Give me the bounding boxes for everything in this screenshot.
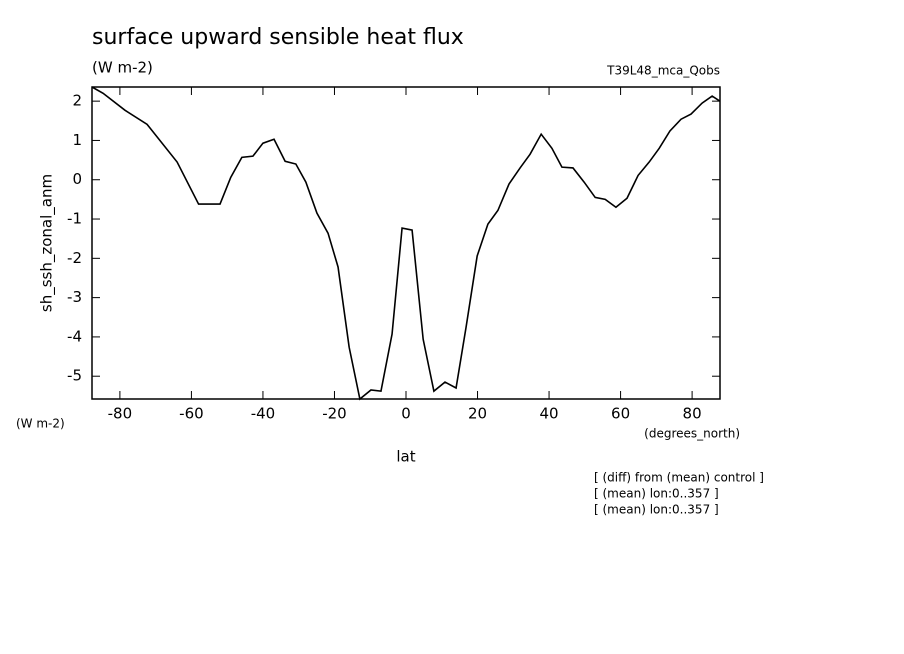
x-tick-label: -20 [322, 405, 347, 423]
y-axis-label: sh_ssh_zonal_anm [38, 174, 57, 312]
run-label: T39L48_mca_Qobs [606, 64, 720, 78]
y-tick-label: -2 [67, 249, 82, 267]
x-tick-label: 20 [468, 405, 487, 423]
y-tick-label: -4 [67, 327, 82, 345]
note: [ (mean) lon:0..357 ] [594, 487, 719, 501]
y-tick-label: -1 [67, 210, 82, 228]
x-tick-label: -40 [251, 405, 276, 423]
y-tick-label: 2 [72, 92, 82, 110]
note: [ (mean) lon:0..357 ] [594, 503, 719, 517]
y-tick-label: -3 [67, 288, 82, 306]
y-tick-label: -5 [67, 367, 82, 385]
y-tick-label: 0 [72, 170, 82, 188]
x-tick-label: 60 [611, 405, 630, 423]
x-tick-label: -60 [179, 405, 204, 423]
x-tick-label: 40 [540, 405, 559, 423]
units: (W m-2) [92, 59, 153, 77]
plot-frame [91, 86, 721, 400]
chart-title: surface upward sensible heat flux [92, 25, 464, 50]
y-tick-label: 1 [72, 131, 82, 149]
note: [ (diff) from (mean) control ] [594, 471, 764, 485]
line [91, 86, 721, 401]
x-units: (degrees_north) [644, 427, 740, 441]
x-axis-label: lat [396, 448, 415, 466]
x-tick-label: -80 [108, 405, 133, 423]
x-tick-label: 80 [683, 405, 702, 423]
y-units: (W m-2) [16, 417, 65, 431]
x-tick-label: 0 [401, 405, 411, 423]
